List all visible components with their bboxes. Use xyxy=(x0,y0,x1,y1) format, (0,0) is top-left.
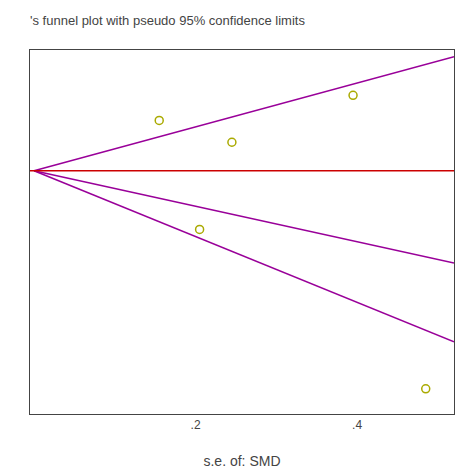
svg-text:.2: .2 xyxy=(191,418,201,432)
svg-text:s.e. of: SMD: s.e. of: SMD xyxy=(203,453,280,469)
svg-text:'s funnel plot with pseudo 95%: 's funnel plot with pseudo 95% confidenc… xyxy=(30,13,305,28)
svg-text:.4: .4 xyxy=(352,418,362,432)
